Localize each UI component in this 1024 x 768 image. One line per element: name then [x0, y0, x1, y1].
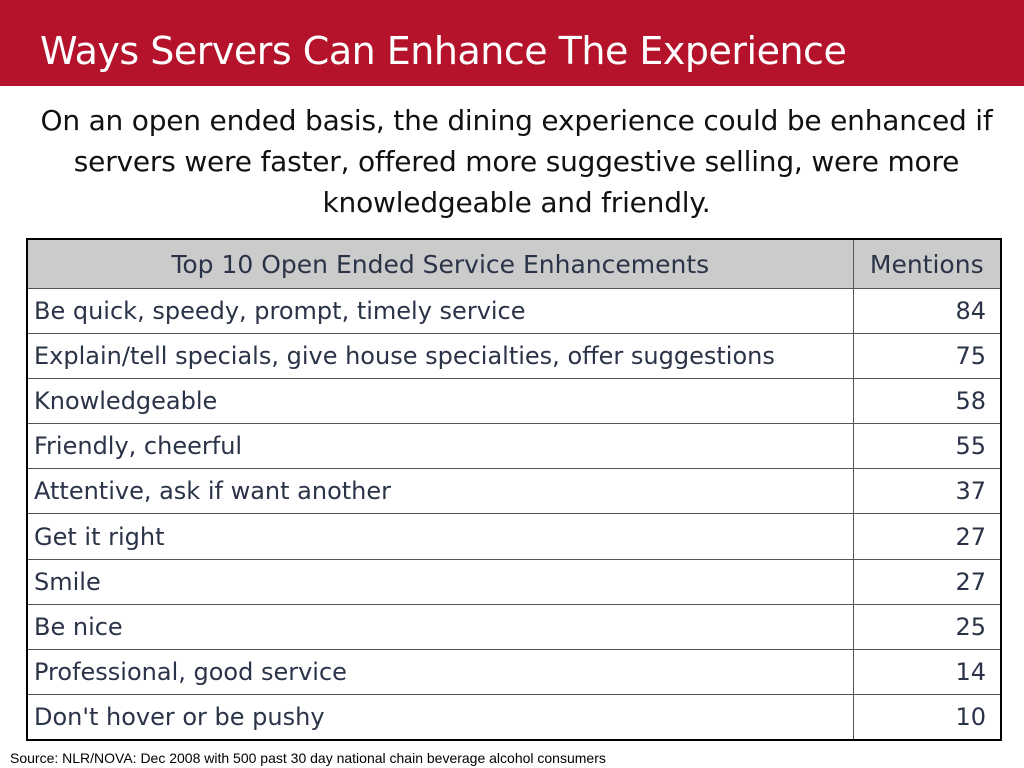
- table-row: Professional, good service 14: [26, 648, 1002, 695]
- table-row: Be nice 25: [26, 603, 1002, 650]
- row-mentions: 75: [852, 333, 1002, 380]
- row-mentions: 25: [852, 603, 1002, 650]
- source-note: Source: NLR/NOVA: Dec 2008 with 500 past…: [10, 750, 606, 766]
- row-mentions: 10: [852, 693, 1002, 741]
- header-item: Top 10 Open Ended Service Enhancements: [26, 238, 854, 289]
- row-item: Explain/tell specials, give house specia…: [26, 333, 854, 380]
- row-mentions: 55: [852, 423, 1002, 470]
- table-row: Be quick, speedy, prompt, timely service…: [26, 287, 1002, 335]
- table-row: Knowledgeable 58: [26, 378, 1002, 425]
- row-mentions: 27: [852, 558, 1002, 605]
- table-row: Attentive, ask if want another 37: [26, 468, 1002, 515]
- row-mentions: 27: [852, 513, 1002, 560]
- row-item: Get it right: [26, 513, 854, 560]
- row-item: Smile: [26, 558, 854, 605]
- row-mentions: 58: [852, 378, 1002, 425]
- row-item: Be nice: [26, 603, 854, 650]
- table-row: Get it right 27: [26, 513, 1002, 560]
- row-item: Attentive, ask if want another: [26, 468, 854, 515]
- slide-title: Ways Servers Can Enhance The Experience: [40, 29, 847, 73]
- row-item: Professional, good service: [26, 648, 854, 695]
- header-mentions: Mentions: [852, 238, 1002, 289]
- enhancements-table: Top 10 Open Ended Service Enhancements M…: [26, 238, 1002, 741]
- intro-text: On an open ended basis, the dining exper…: [40, 104, 993, 219]
- table-row: Smile 27: [26, 558, 1002, 605]
- row-mentions: 84: [852, 287, 1002, 335]
- row-mentions: 37: [852, 468, 1002, 515]
- table-row: Friendly, cheerful 55: [26, 423, 1002, 470]
- table-row: Don't hover or be pushy 10: [26, 693, 1002, 741]
- row-item: Don't hover or be pushy: [26, 693, 854, 741]
- table-row: Explain/tell specials, give house specia…: [26, 333, 1002, 380]
- table-header-row: Top 10 Open Ended Service Enhancements M…: [26, 238, 1002, 289]
- row-item: Knowledgeable: [26, 378, 854, 425]
- title-bar: Ways Servers Can Enhance The Experience: [0, 0, 1024, 86]
- row-item: Friendly, cheerful: [26, 423, 854, 470]
- row-mentions: 14: [852, 648, 1002, 695]
- row-item: Be quick, speedy, prompt, timely service: [26, 287, 854, 335]
